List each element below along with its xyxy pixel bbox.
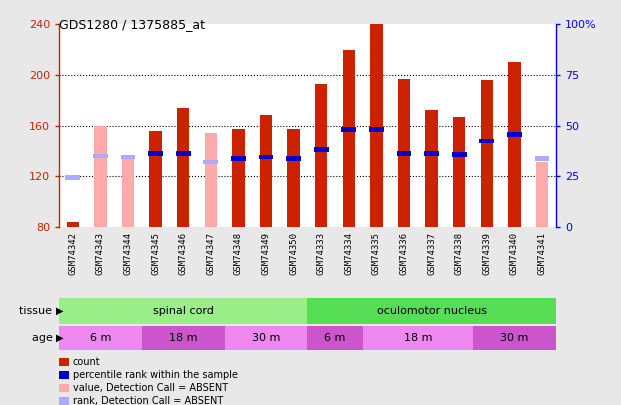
- Bar: [363, 326, 473, 350]
- Text: GSM74338: GSM74338: [455, 232, 464, 275]
- Text: GSM74340: GSM74340: [510, 232, 519, 275]
- Text: oculomotor nucleus: oculomotor nucleus: [376, 306, 487, 316]
- Text: GSM74342: GSM74342: [68, 232, 77, 275]
- Bar: [288, 129, 300, 227]
- Bar: [204, 133, 217, 227]
- Text: GSM74350: GSM74350: [289, 232, 298, 275]
- Text: percentile rank within the sample: percentile rank within the sample: [73, 370, 238, 380]
- Bar: [424, 151, 439, 156]
- Bar: [536, 162, 548, 227]
- Text: GSM74335: GSM74335: [372, 232, 381, 275]
- Text: ▶: ▶: [56, 333, 63, 343]
- Bar: [232, 129, 245, 227]
- Bar: [231, 156, 246, 161]
- Bar: [314, 147, 329, 152]
- Text: 18 m: 18 m: [404, 333, 432, 343]
- Bar: [535, 156, 550, 161]
- Bar: [150, 130, 162, 227]
- Bar: [343, 50, 355, 227]
- Text: GDS1280 / 1375885_at: GDS1280 / 1375885_at: [59, 18, 205, 31]
- Bar: [260, 115, 272, 227]
- Bar: [148, 151, 163, 156]
- Bar: [142, 326, 225, 350]
- Text: value, Detection Call = ABSENT: value, Detection Call = ABSENT: [73, 383, 228, 393]
- Bar: [481, 80, 493, 227]
- Bar: [94, 126, 107, 227]
- Bar: [451, 152, 466, 157]
- Bar: [176, 151, 191, 156]
- Text: rank, Detection Call = ABSENT: rank, Detection Call = ABSENT: [73, 396, 223, 405]
- Text: GSM74348: GSM74348: [234, 232, 243, 275]
- Bar: [507, 132, 522, 136]
- Text: GSM74336: GSM74336: [399, 232, 409, 275]
- Text: age: age: [32, 333, 56, 343]
- Bar: [473, 326, 556, 350]
- Text: 30 m: 30 m: [252, 333, 280, 343]
- Bar: [307, 298, 556, 324]
- Bar: [369, 127, 384, 132]
- Text: GSM74347: GSM74347: [206, 232, 215, 275]
- Text: GSM74341: GSM74341: [538, 232, 546, 275]
- Bar: [93, 154, 108, 158]
- Text: spinal cord: spinal cord: [153, 306, 214, 316]
- Bar: [66, 222, 79, 227]
- Text: GSM74339: GSM74339: [483, 232, 491, 275]
- Text: count: count: [73, 357, 100, 367]
- Bar: [342, 127, 356, 132]
- Bar: [177, 108, 189, 227]
- Bar: [59, 326, 142, 350]
- Bar: [120, 155, 135, 160]
- Text: GSM74334: GSM74334: [344, 232, 353, 275]
- Text: GSM74349: GSM74349: [261, 232, 271, 275]
- Text: GSM74346: GSM74346: [179, 232, 188, 275]
- Bar: [225, 326, 307, 350]
- Text: 18 m: 18 m: [169, 333, 197, 343]
- Text: GSM74344: GSM74344: [124, 232, 132, 275]
- Bar: [508, 62, 520, 227]
- Bar: [65, 175, 80, 180]
- Bar: [122, 158, 134, 227]
- Text: 6 m: 6 m: [89, 333, 111, 343]
- Bar: [370, 24, 383, 227]
- Text: GSM74343: GSM74343: [96, 232, 105, 275]
- Text: GSM74333: GSM74333: [317, 232, 325, 275]
- Text: tissue: tissue: [19, 306, 56, 316]
- Bar: [258, 155, 273, 160]
- Text: 30 m: 30 m: [500, 333, 528, 343]
- Text: GSM74337: GSM74337: [427, 232, 436, 275]
- Bar: [307, 326, 363, 350]
- Bar: [286, 156, 301, 161]
- Bar: [453, 117, 465, 227]
- Bar: [397, 151, 412, 156]
- Text: GSM74345: GSM74345: [151, 232, 160, 275]
- Bar: [398, 79, 410, 227]
- Bar: [425, 111, 438, 227]
- Text: ▶: ▶: [56, 306, 63, 316]
- Bar: [59, 298, 307, 324]
- Bar: [203, 160, 218, 164]
- Bar: [315, 84, 327, 227]
- Bar: [479, 139, 494, 143]
- Text: 6 m: 6 m: [324, 333, 346, 343]
